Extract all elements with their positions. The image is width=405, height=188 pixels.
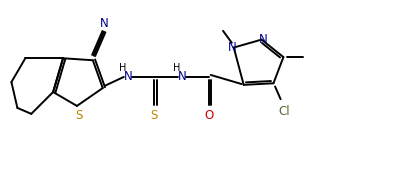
Text: H: H (119, 63, 126, 73)
Text: N: N (100, 17, 109, 30)
Text: N: N (123, 70, 132, 83)
Text: H: H (173, 63, 180, 73)
Text: N: N (228, 41, 237, 54)
Text: O: O (204, 109, 213, 122)
Text: S: S (75, 109, 82, 122)
Text: S: S (150, 109, 158, 122)
Text: N: N (177, 70, 186, 83)
Text: N: N (258, 33, 266, 46)
Text: Cl: Cl (278, 105, 289, 118)
